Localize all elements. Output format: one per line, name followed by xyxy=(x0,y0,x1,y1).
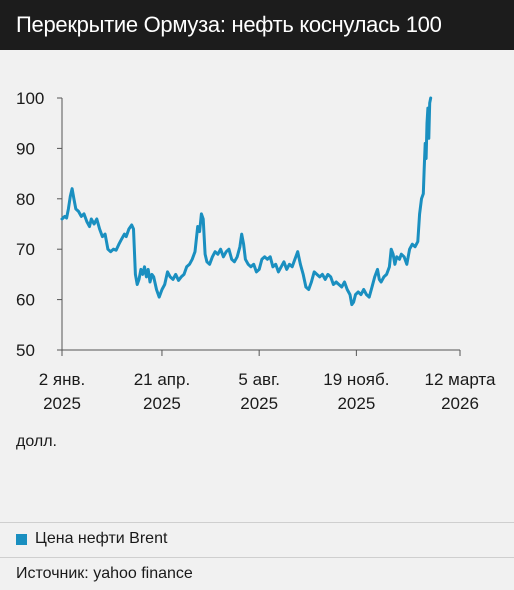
x-tick-label: 12 марта xyxy=(425,370,496,389)
legend-swatch xyxy=(16,533,27,545)
chart-title: Перекрытие Ормуза: нефть коснулась 100 xyxy=(0,0,514,50)
series-layer xyxy=(60,96,433,307)
x-tick-label-year: 2025 xyxy=(240,394,278,413)
x-tick-label: 21 апр. xyxy=(134,370,190,389)
x-tick-label: 2 янв. xyxy=(39,370,86,389)
series-line-brent xyxy=(60,96,433,307)
y-tick-label: 80 xyxy=(16,190,35,209)
x-tick-label-year: 2025 xyxy=(337,394,375,413)
x-tick-label-year: 2025 xyxy=(43,394,81,413)
x-axis: 2 янв. 2025 21 апр. 2025 5 авг. 2025 19 нояб. 2… xyxy=(39,349,496,413)
unit-label: долл. xyxy=(16,433,57,450)
y-axis: 50 60 70 80 90 100 xyxy=(16,89,63,360)
y-tick-label: 50 xyxy=(16,341,35,360)
y-tick-label: 90 xyxy=(16,139,35,158)
x-tick-label: 19 нояб. xyxy=(323,370,389,389)
divider-top xyxy=(0,522,514,523)
x-tick-label-year: 2025 xyxy=(143,394,181,413)
x-tick-label-year: 2026 xyxy=(441,394,479,413)
y-tick-label: 70 xyxy=(16,240,35,259)
line-chart: 50 60 70 80 90 100 2 янв. 2025 21 апр. 2025 5 авг… xyxy=(16,89,496,413)
source-note: Источник: yahoo finance xyxy=(16,565,193,582)
divider-bottom xyxy=(0,557,514,558)
y-tick-label: 60 xyxy=(16,291,35,310)
legend-label: Цена нефти Brent xyxy=(35,530,168,547)
x-tick-label: 5 авг. xyxy=(238,370,280,389)
y-tick-label: 100 xyxy=(16,89,44,108)
legend: Цена нефти Brent xyxy=(16,530,167,548)
